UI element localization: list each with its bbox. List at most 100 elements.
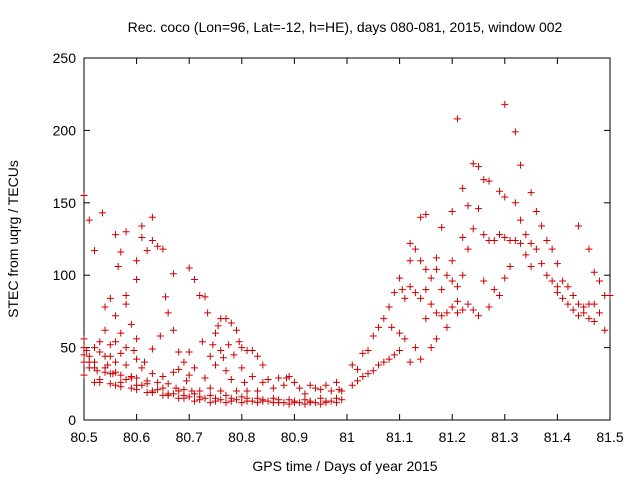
data-point bbox=[180, 394, 188, 402]
data-point bbox=[225, 341, 233, 349]
data-point bbox=[133, 276, 141, 284]
data-point bbox=[464, 300, 472, 308]
data-point bbox=[133, 386, 141, 394]
data-point bbox=[375, 361, 383, 369]
data-point bbox=[448, 207, 456, 215]
data-point bbox=[469, 306, 477, 314]
data-point bbox=[164, 391, 172, 399]
data-point bbox=[396, 274, 404, 282]
data-point bbox=[143, 380, 151, 388]
data-point bbox=[532, 207, 540, 215]
data-point bbox=[438, 286, 446, 294]
data-point bbox=[204, 309, 212, 317]
data-point bbox=[348, 361, 356, 369]
data-point bbox=[275, 399, 283, 407]
data-point bbox=[85, 358, 93, 366]
data-point bbox=[217, 346, 225, 354]
data-point bbox=[227, 375, 235, 383]
data-point bbox=[388, 323, 396, 331]
data-point bbox=[127, 384, 135, 392]
y-tick-label: 250 bbox=[53, 50, 77, 66]
data-point bbox=[101, 326, 109, 334]
data-point bbox=[164, 380, 172, 388]
data-point bbox=[548, 245, 556, 253]
data-point bbox=[590, 318, 598, 326]
data-point bbox=[443, 323, 451, 331]
data-point bbox=[122, 300, 130, 308]
data-point bbox=[117, 329, 125, 337]
data-point bbox=[127, 320, 135, 328]
data-point bbox=[112, 231, 120, 239]
data-point bbox=[406, 239, 414, 247]
data-point bbox=[427, 344, 435, 352]
data-point bbox=[91, 364, 99, 372]
data-point bbox=[480, 277, 488, 285]
data-point bbox=[595, 277, 603, 285]
data-point bbox=[490, 236, 498, 244]
data-point bbox=[348, 381, 356, 389]
data-point bbox=[148, 236, 156, 244]
data-point bbox=[448, 303, 456, 311]
data-point bbox=[206, 391, 214, 399]
data-point bbox=[406, 358, 414, 366]
data-point bbox=[133, 355, 141, 363]
data-point bbox=[369, 332, 377, 340]
data-point bbox=[511, 236, 519, 244]
data-point bbox=[254, 387, 262, 395]
data-point bbox=[301, 400, 309, 408]
data-point bbox=[475, 163, 482, 171]
x-tick-label: 81.5 bbox=[596, 429, 623, 445]
data-point bbox=[122, 361, 130, 369]
data-point bbox=[80, 192, 88, 200]
data-point bbox=[201, 394, 209, 402]
data-point bbox=[327, 397, 335, 405]
data-point bbox=[459, 306, 467, 314]
data-point bbox=[222, 367, 230, 375]
plot-frame bbox=[83, 57, 611, 421]
data-point bbox=[485, 177, 493, 185]
data-point bbox=[214, 322, 222, 330]
data-point bbox=[332, 399, 340, 407]
data-point bbox=[332, 378, 340, 386]
data-point bbox=[122, 291, 130, 299]
data-point bbox=[585, 315, 593, 323]
data-point bbox=[243, 387, 251, 395]
data-point bbox=[169, 368, 177, 376]
data-point bbox=[122, 344, 130, 352]
data-point bbox=[185, 371, 193, 379]
data-point bbox=[140, 358, 148, 366]
data-point bbox=[230, 351, 238, 359]
data-point bbox=[459, 184, 467, 192]
data-point bbox=[106, 380, 114, 388]
data-point bbox=[317, 400, 325, 408]
data-point bbox=[480, 176, 488, 184]
data-point bbox=[369, 367, 377, 375]
data-point bbox=[156, 332, 164, 340]
data-point bbox=[117, 248, 125, 256]
data-point bbox=[464, 245, 472, 253]
data-point bbox=[375, 323, 383, 331]
data-point bbox=[338, 387, 346, 395]
data-point bbox=[154, 378, 162, 386]
data-point bbox=[359, 349, 367, 357]
x-tick-label: 81 bbox=[339, 429, 355, 445]
data-point bbox=[564, 300, 572, 308]
data-point bbox=[259, 378, 267, 386]
data-point bbox=[396, 346, 404, 354]
data-point bbox=[595, 309, 603, 317]
data-point bbox=[606, 291, 614, 299]
data-point bbox=[432, 265, 440, 273]
data-point bbox=[401, 294, 409, 302]
data-point bbox=[559, 277, 567, 285]
data-point bbox=[159, 373, 167, 381]
data-point bbox=[259, 361, 267, 369]
data-point bbox=[538, 222, 546, 230]
data-point bbox=[327, 387, 335, 395]
data-point bbox=[406, 257, 414, 265]
data-point bbox=[222, 399, 230, 407]
data-point bbox=[222, 315, 230, 323]
data-point bbox=[238, 344, 246, 352]
x-tick-label: 80.6 bbox=[123, 429, 150, 445]
data-point bbox=[112, 358, 120, 366]
data-point bbox=[159, 245, 167, 253]
